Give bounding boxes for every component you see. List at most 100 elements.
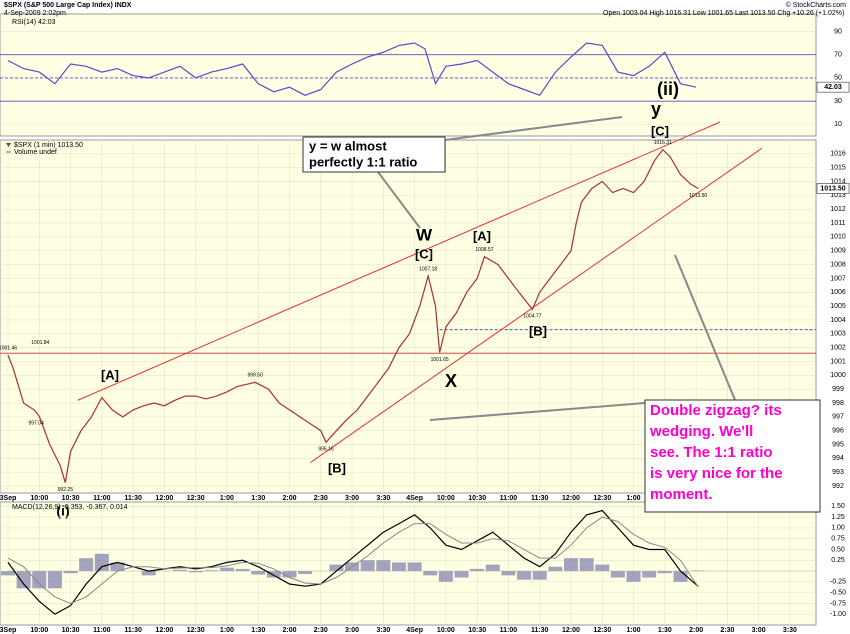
wave-label: y: [651, 99, 661, 119]
x-tick-label: 3:30: [783, 627, 797, 634]
y-tick-label: 30: [834, 98, 842, 105]
histogram-bar: [691, 570, 706, 572]
wave-label: X: [445, 371, 457, 391]
y-tick-label: 998: [832, 400, 844, 407]
x-tick-label: 1:00: [627, 495, 641, 502]
x-tick-label: 1:30: [251, 495, 265, 502]
last-value-label: 1013.50: [820, 185, 845, 192]
x-tick-label: 12:30: [187, 495, 205, 502]
histogram-bar: [16, 571, 31, 589]
histogram-bar: [532, 571, 547, 580]
y-tick-label: 70: [834, 52, 842, 59]
y-tick-label: 993: [832, 469, 844, 476]
x-tick-label: 2:00: [282, 495, 296, 502]
price-label: 1001.84: [31, 340, 49, 346]
pointer: [444, 116, 623, 141]
x-tick-label: 1:30: [251, 627, 265, 634]
y-tick-label: 1006: [830, 289, 846, 296]
x-tick-label: 3:00: [752, 627, 766, 634]
histogram-bar: [579, 558, 594, 572]
histogram-bar: [657, 571, 672, 574]
x-tick-label: 10:00: [30, 627, 48, 634]
x-tick-label: 12:00: [155, 627, 173, 634]
histogram-bar: [79, 558, 94, 572]
x-tick-label: 2:30: [314, 627, 328, 634]
histogram-bar: [63, 571, 78, 574]
macd-title: MACD(12,26,9) -0.353, -0.367, 0.014: [12, 504, 128, 511]
histogram-bar: [110, 562, 125, 572]
y-tick-label: 992: [832, 483, 844, 490]
wave-label: [A]: [101, 367, 119, 382]
y-tick-label: 1008: [830, 261, 846, 268]
price-label: 1008.57: [475, 247, 493, 253]
histogram-bar: [298, 571, 313, 575]
y-tick-label: 1014: [830, 178, 846, 185]
y-tick-label: 0.25: [831, 557, 845, 564]
x-tick-label: 2:00: [689, 627, 703, 634]
y-tick-label: 90: [834, 28, 842, 35]
histogram-bar: [32, 571, 47, 589]
callout-text: perfectly 1:1 ratio: [309, 154, 417, 169]
trend-line: [77, 121, 721, 401]
x-tick-label: 12:30: [593, 627, 611, 634]
histogram-bar: [610, 571, 625, 578]
histogram-bar: [94, 553, 109, 572]
y-tick-label: 10: [834, 121, 842, 128]
histogram-bar: [204, 570, 219, 572]
pointer: [429, 402, 646, 421]
price-label: 1004.77: [523, 314, 541, 320]
histogram-bar: [548, 566, 563, 572]
x-tick-label: 3Sep: [0, 627, 16, 634]
callout-text: wedging. We'll: [649, 423, 753, 440]
x-tick-label: 4Sep: [406, 495, 423, 502]
price-label: 995.16: [318, 447, 334, 453]
histogram-bar: [485, 564, 500, 572]
y-tick-label: 1004: [830, 317, 846, 324]
x-tick-label: 10:30: [62, 495, 80, 502]
price-label: 992.25: [58, 487, 74, 493]
x-tick-label: 2:30: [314, 495, 328, 502]
histogram-bar: [47, 571, 62, 589]
trend-line: [310, 147, 763, 463]
histogram-bar: [376, 560, 391, 572]
y-tick-label: -0.50: [830, 589, 846, 596]
callout-text: see. The 1:1 ratio: [650, 444, 773, 461]
y-tick-label: -0.25: [830, 579, 846, 586]
histogram-bar: [454, 571, 469, 578]
callout-text: moment.: [650, 486, 713, 503]
histogram-bar: [673, 571, 688, 582]
x-tick-label: 2:00: [282, 627, 296, 634]
histogram-bar: [188, 571, 203, 573]
histogram-bar: [251, 571, 266, 575]
histogram-bar: [329, 564, 344, 572]
x-tick-label: 1:00: [627, 627, 641, 634]
histogram-bar: [141, 571, 156, 576]
histogram-bar: [266, 571, 281, 578]
callout-box: [644, 399, 821, 513]
y-tick-label: 1015: [830, 165, 846, 172]
date: 4-Sep-2009 2:02pm: [4, 10, 66, 17]
y-tick-label: 994: [832, 455, 844, 462]
y-tick-label: 1.50: [831, 503, 845, 510]
x-tick-label: 3:00: [345, 495, 359, 502]
histogram-bar: [407, 562, 422, 572]
legend-symbol: [6, 143, 11, 147]
wave-label: W: [416, 225, 433, 244]
x-tick-label: 11:30: [531, 495, 549, 502]
histogram-bar: [173, 569, 188, 572]
last-value-label: 42.03: [824, 84, 842, 91]
price-label: 997.04: [29, 421, 45, 427]
y-tick-label: 1013: [830, 192, 846, 199]
histogram-bar: [626, 571, 641, 582]
x-tick-label: 1:00: [220, 627, 234, 634]
series-line: [7, 42, 697, 97]
y-tick-label: 50: [834, 75, 842, 82]
y-tick-label: 1016: [830, 151, 846, 158]
x-tick-label: 12:00: [562, 495, 580, 502]
x-tick-label: 11:30: [124, 627, 142, 634]
wave-label: [C]: [415, 246, 433, 261]
legend-entry: $SPX (1 min) 1013.50: [14, 142, 83, 149]
x-tick-label: 10:00: [30, 495, 48, 502]
x-tick-label: 1:00: [220, 495, 234, 502]
